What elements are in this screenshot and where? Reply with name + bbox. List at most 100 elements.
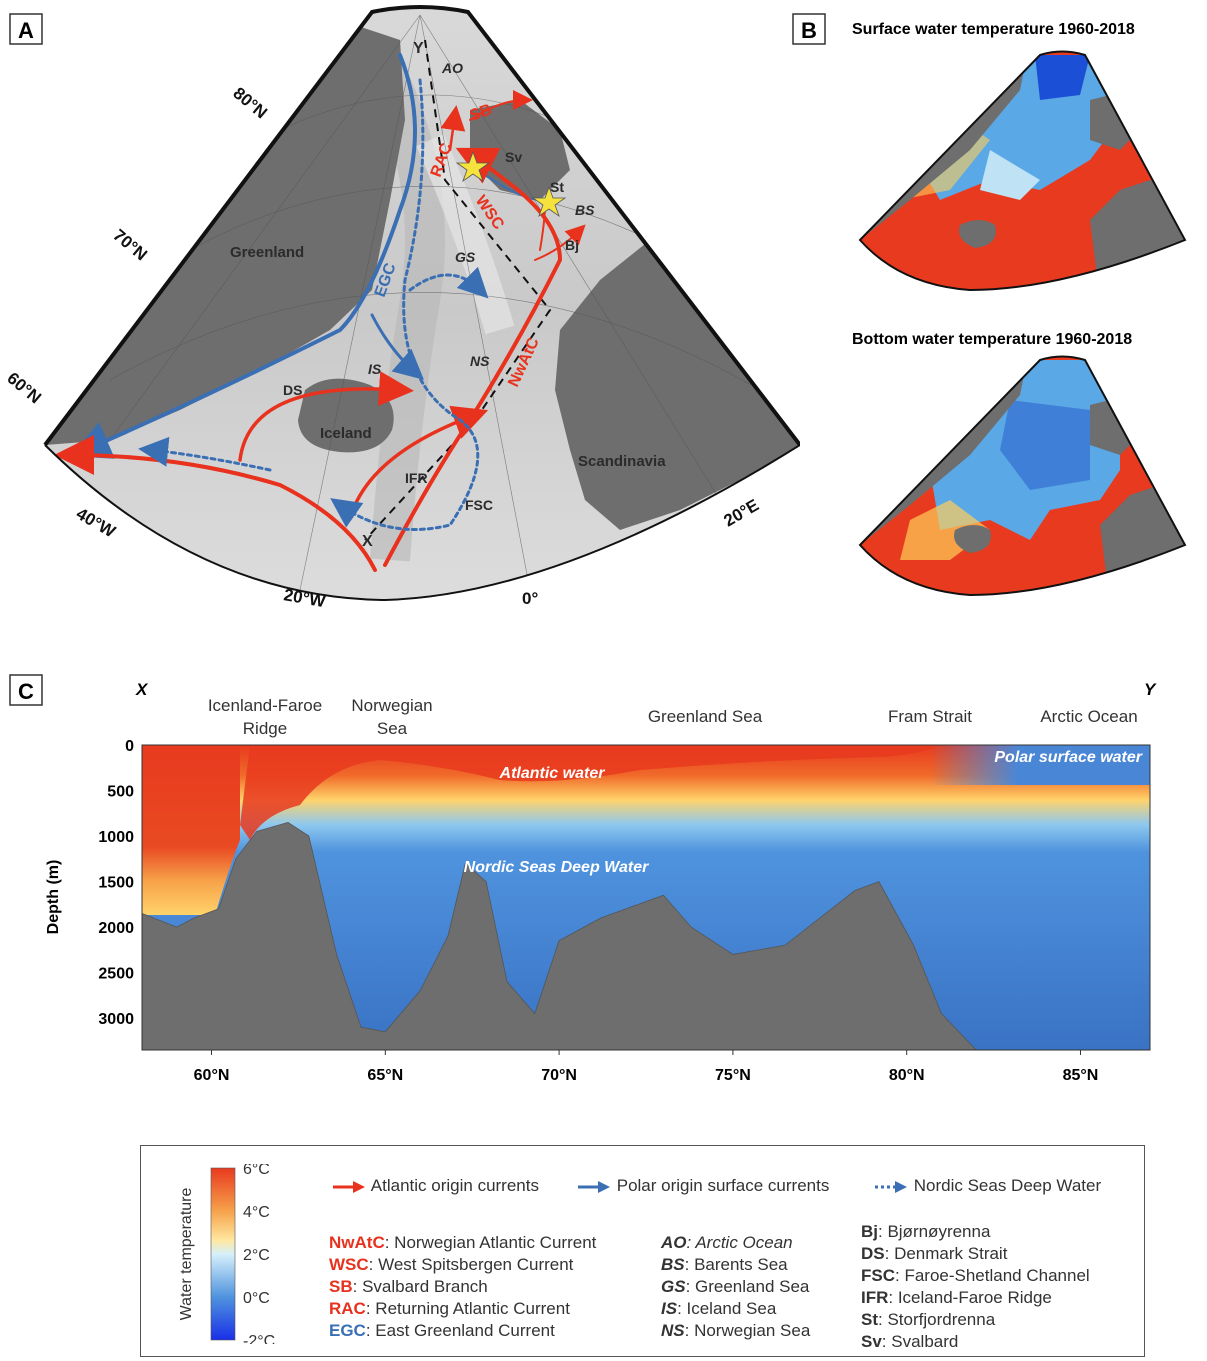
panel-b-maps: B Surface water temperature 1960-2018 Bo… — [792, 13, 1187, 597]
abbr-gs: GS: Greenland Sea — [661, 1277, 810, 1296]
label-ifr: IFR — [405, 470, 428, 486]
legend-polar-arrow: Polar origin surface currents — [576, 1176, 829, 1196]
panel-c-section: C X Y Icenland-Faroe Ridge Norwegian Sea… — [9, 674, 1157, 1084]
legend-deep-text: Nordic Seas Deep Water — [913, 1176, 1102, 1195]
abbr-sv: Sv: Svalbard — [861, 1332, 959, 1351]
legend-col3: Bj: Bjørnøyrenna DS: Denmark Strait FSC:… — [861, 1221, 1090, 1353]
lat-label-60: 60°N — [3, 369, 44, 408]
label-ns: NS — [470, 353, 490, 369]
panel-b-letter-box — [792, 13, 826, 45]
label-gs: GS — [455, 249, 476, 265]
site-star-1 — [455, 150, 491, 183]
lat-label-70: 70°N — [109, 226, 150, 265]
label-bs: BS — [575, 202, 595, 218]
abbr-ao: AO: Arctic Ocean — [661, 1233, 793, 1252]
dotted-blue-arrow-icon — [875, 1180, 907, 1193]
section-end-label: Y — [1144, 680, 1157, 699]
abbr-st: St: Storfjordrenna — [861, 1310, 996, 1329]
temperature-section — [142, 745, 1150, 1050]
abbr-bj: Bj: Bjørnøyrenna — [861, 1222, 991, 1241]
colorbar-tick-6: 6°C — [243, 1164, 270, 1178]
y-tick-label: 2000 — [98, 920, 134, 937]
label-ao: AO — [441, 60, 463, 76]
y-axis-ticks: 0 500 1000 1500 2000 2500 3000 — [98, 738, 134, 1028]
greenland-land — [45, 12, 405, 445]
place-ifr-line2: Ridge — [243, 719, 287, 738]
y-tick-label: 1500 — [98, 875, 134, 892]
blue-arrow-icon — [578, 1180, 610, 1193]
label-st: St — [550, 179, 564, 195]
label-section-y: Y — [413, 40, 424, 57]
place-ns-line1: Norwegian — [351, 696, 432, 715]
section-line — [364, 39, 552, 541]
x-tick-label: 60°N — [194, 1067, 230, 1084]
y-axis-label: Depth (m) — [45, 860, 62, 935]
current-nwatc — [383, 147, 563, 567]
abbr-fsc: FSC: Faroe-Shetland Channel — [861, 1266, 1090, 1285]
x-tick-label: 70°N — [541, 1067, 577, 1084]
y-tick-label: 2500 — [98, 966, 134, 983]
seafloor — [142, 821, 1150, 1050]
colorbar-tick-0: 0°C — [243, 1290, 270, 1307]
colorbar-tick-2: 2°C — [243, 1247, 270, 1264]
site-star-2 — [531, 185, 567, 218]
label-scandinavia: Scandinavia — [578, 453, 666, 470]
lon-label-40w: 40°W — [73, 504, 119, 542]
label-sb: SB — [468, 101, 495, 125]
panel-a-map: A — [3, 5, 800, 611]
legend-box: Water temperature 6°C 4°C 2°C 0°C -2°C A… — [140, 1145, 1145, 1357]
label-svalbard: Sv — [505, 149, 522, 165]
abbr-ifr: IFR: Iceland-Faroe Ridge — [861, 1288, 1052, 1307]
legend-atlantic-arrow: Atlantic origin currents — [331, 1176, 539, 1196]
abbr-ds: DS: Denmark Strait — [861, 1244, 1008, 1263]
place-ns-line2: Sea — [377, 719, 408, 738]
abbr-ns: NS: Norwegian Sea — [661, 1321, 811, 1340]
iceland-land — [298, 378, 394, 453]
legend-col1: NwAtC: Norwegian Atlantic Current WSC: W… — [329, 1232, 596, 1342]
y-tick-label: 3000 — [98, 1011, 134, 1028]
x-tick-label: 75°N — [715, 1067, 751, 1084]
label-atlantic-water: Atlantic water — [499, 765, 606, 782]
label-deep-water: Nordic Seas Deep Water — [464, 859, 649, 876]
lat-label-80: 80°N — [229, 84, 270, 123]
abbr-sb: SB: Svalbard Branch — [329, 1277, 488, 1296]
bottom-temperature-map — [860, 356, 1185, 595]
lon-label-0: 0° — [522, 589, 538, 608]
y-tick-label: 0 — [125, 738, 134, 755]
surface-map-title: Surface water temperature 1960-2018 — [852, 21, 1135, 38]
x-axis-ticks: 60°N 65°N 70°N 75°N 80°N 85°N — [194, 1050, 1099, 1084]
y-tick-label: 500 — [107, 784, 134, 801]
surface-temperature-map — [860, 51, 1185, 290]
abbr-egc: EGC: East Greenland Current — [329, 1321, 555, 1340]
colorbar-tick-4: 4°C — [243, 1204, 270, 1221]
legend-deep-arrow: Nordic Seas Deep Water — [873, 1176, 1101, 1196]
abbr-wsc: WSC: West Spitsbergen Current — [329, 1255, 574, 1274]
lon-label-20e: 20°E — [721, 495, 763, 530]
current-egc — [70, 53, 417, 459]
label-section-x: X — [362, 533, 373, 550]
label-fsc: FSC — [465, 497, 493, 513]
place-arctic-ocean: Arctic Ocean — [1040, 707, 1137, 726]
label-bj: Bj — [565, 237, 579, 253]
bottom-map-title: Bottom water temperature 1960-2018 — [852, 331, 1132, 348]
place-fram-strait: Fram Strait — [888, 707, 972, 726]
panel-a-letter: A — [18, 18, 34, 43]
label-iceland: Iceland — [320, 425, 372, 442]
legend-col2: AO: Arctic Ocean BS: Barents Sea GS: Gre… — [661, 1232, 810, 1342]
x-tick-label: 85°N — [1063, 1067, 1099, 1084]
legend-polar-text: Polar origin surface currents — [616, 1176, 830, 1195]
label-greenland: Greenland — [230, 244, 304, 261]
colorbar-label: Water temperature — [178, 1188, 195, 1321]
abbr-bs: BS: Barents Sea — [661, 1255, 788, 1274]
label-is: IS — [368, 361, 382, 377]
y-tick-label: 1000 — [98, 829, 134, 846]
legend-atlantic-text: Atlantic origin currents — [370, 1176, 539, 1195]
red-arrow-icon — [333, 1180, 365, 1193]
abbr-rac: RAC: Returning Atlantic Current — [329, 1299, 570, 1318]
label-polar-surface-water: Polar surface water — [994, 749, 1142, 766]
x-tick-label: 80°N — [889, 1067, 925, 1084]
place-ifr-line1: Icenland-Faroe — [208, 696, 322, 715]
x-tick-label: 65°N — [367, 1067, 403, 1084]
colorbar: Water temperature 6°C 4°C 2°C 0°C -2°C — [178, 1164, 275, 1344]
abbr-is: IS: Iceland Sea — [661, 1299, 777, 1318]
